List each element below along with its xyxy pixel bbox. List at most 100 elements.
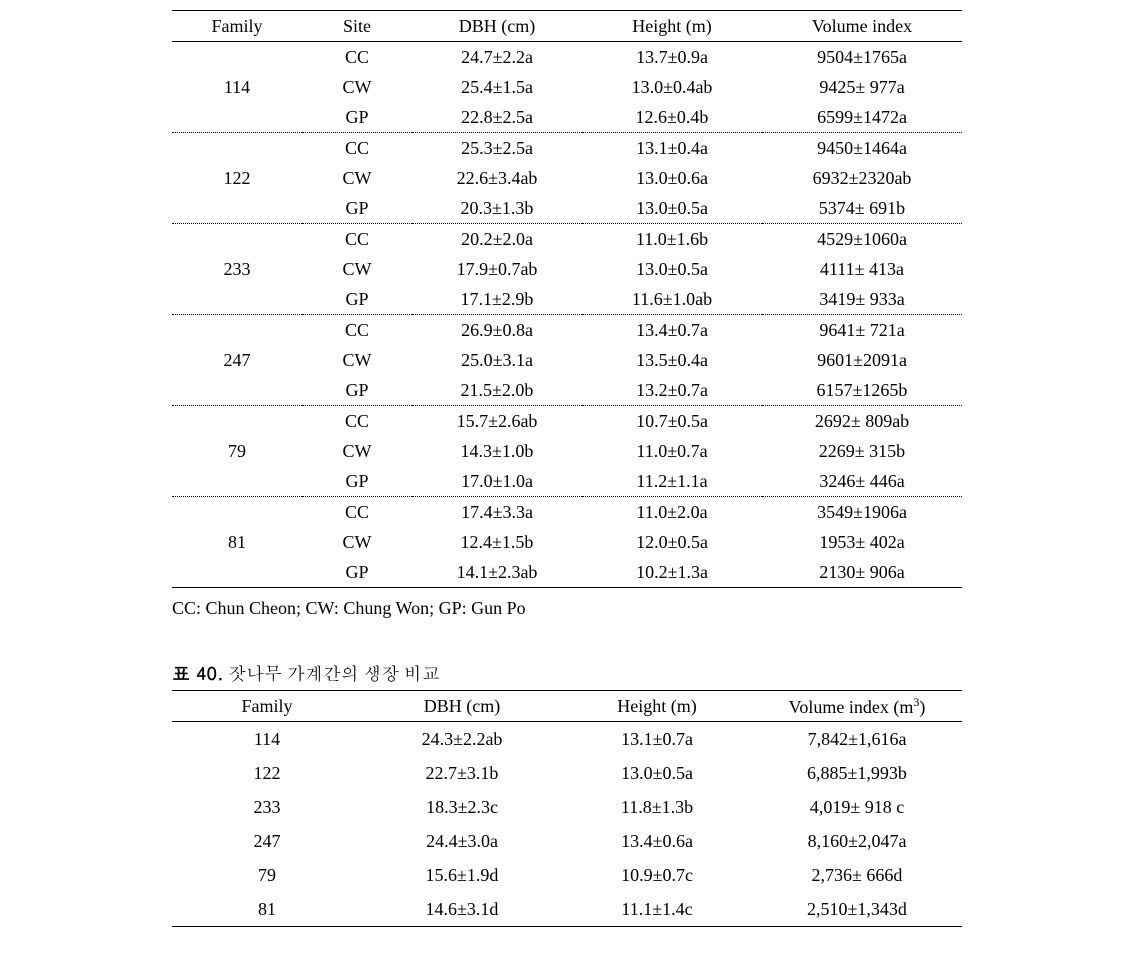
cell-volume: 6157±1265b xyxy=(762,375,962,406)
cell-dbh: 14.3±1.0b xyxy=(412,436,582,466)
cell-site: GP xyxy=(302,102,412,133)
cell-volume: 9641± 721a xyxy=(762,315,962,346)
cell-height: 12.6±0.4b xyxy=(582,102,762,133)
cell-height: 13.0±0.5a xyxy=(582,254,762,284)
cell-volume: 9504±1765a xyxy=(762,42,962,73)
cell-site: CC xyxy=(302,497,412,528)
cell-height: 13.0±0.4ab xyxy=(582,72,762,102)
cell-family xyxy=(172,375,302,406)
cell-height: 13.0±0.5a xyxy=(562,756,752,790)
cell-volume: 2,510±1,343d xyxy=(752,892,962,927)
cell-height: 11.0±1.6b xyxy=(582,224,762,255)
cell-family xyxy=(172,466,302,497)
cell-height: 10.7±0.5a xyxy=(582,406,762,437)
cell-dbh: 17.4±3.3a xyxy=(412,497,582,528)
cell-dbh: 24.3±2.2ab xyxy=(362,722,562,757)
cell-volume: 6,885±1,993b xyxy=(752,756,962,790)
cell-family: 247 xyxy=(172,345,302,375)
cell-dbh: 14.1±2.3ab xyxy=(412,557,582,588)
growth-by-site-table: Family Site DBH (cm) Height (m) Volume i… xyxy=(172,10,962,588)
cell-family: 122 xyxy=(172,756,362,790)
cell-site: CW xyxy=(302,254,412,284)
col-volume: Volume index (m3) xyxy=(752,691,962,722)
cell-dbh: 24.4±3.0a xyxy=(362,824,562,858)
cell-dbh: 26.9±0.8a xyxy=(412,315,582,346)
site-abbrev-footnote: CC: Chun Cheon; CW: Chung Won; GP: Gun P… xyxy=(172,598,962,619)
cell-height: 11.6±1.0ab xyxy=(582,284,762,315)
cell-family: 79 xyxy=(172,436,302,466)
cell-height: 10.9±0.7c xyxy=(562,858,752,892)
caption-label: 표 40. xyxy=(172,661,224,686)
cell-volume: 3419± 933a xyxy=(762,284,962,315)
cell-volume: 3246± 446a xyxy=(762,466,962,497)
cell-site: CC xyxy=(302,406,412,437)
cell-volume: 9425± 977a xyxy=(762,72,962,102)
cell-volume: 3549±1906a xyxy=(762,497,962,528)
cell-height: 11.1±1.4c xyxy=(562,892,752,927)
cell-dbh: 15.6±1.9d xyxy=(362,858,562,892)
cell-dbh: 17.9±0.7ab xyxy=(412,254,582,284)
cell-height: 13.7±0.9a xyxy=(582,42,762,73)
cell-height: 13.2±0.7a xyxy=(582,375,762,406)
cell-dbh: 22.8±2.5a xyxy=(412,102,582,133)
cell-volume: 2692± 809ab xyxy=(762,406,962,437)
cell-height: 13.0±0.6a xyxy=(582,163,762,193)
cell-dbh: 17.1±2.9b xyxy=(412,284,582,315)
cell-family: 79 xyxy=(172,858,362,892)
cell-site: CC xyxy=(302,42,412,73)
cell-site: CW xyxy=(302,72,412,102)
cell-site: GP xyxy=(302,466,412,497)
cell-family xyxy=(172,42,302,73)
cell-dbh: 22.6±3.4ab xyxy=(412,163,582,193)
col-height: Height (m) xyxy=(582,11,762,42)
cell-height: 13.4±0.7a xyxy=(582,315,762,346)
cell-height: 13.1±0.7a xyxy=(562,722,752,757)
cell-dbh: 21.5±2.0b xyxy=(412,375,582,406)
col-height: Height (m) xyxy=(562,691,752,722)
cell-volume: 9601±2091a xyxy=(762,345,962,375)
col-family: Family xyxy=(172,691,362,722)
col-family: Family xyxy=(172,11,302,42)
cell-family: 233 xyxy=(172,790,362,824)
col-volume: Volume index xyxy=(762,11,962,42)
cell-dbh: 25.4±1.5a xyxy=(412,72,582,102)
cell-height: 12.0±0.5a xyxy=(582,527,762,557)
cell-family: 114 xyxy=(172,722,362,757)
col-site: Site xyxy=(302,11,412,42)
cell-dbh: 17.0±1.0a xyxy=(412,466,582,497)
cell-height: 11.8±1.3b xyxy=(562,790,752,824)
cell-site: CC xyxy=(302,315,412,346)
cell-family xyxy=(172,406,302,437)
cell-dbh: 25.3±2.5a xyxy=(412,133,582,164)
cell-dbh: 24.7±2.2a xyxy=(412,42,582,73)
cell-volume: 2,736± 666d xyxy=(752,858,962,892)
cell-height: 10.2±1.3a xyxy=(582,557,762,588)
cell-family xyxy=(172,497,302,528)
cell-family: 81 xyxy=(172,527,302,557)
cell-site: GP xyxy=(302,557,412,588)
cell-volume: 5374± 691b xyxy=(762,193,962,224)
col-dbh: DBH (cm) xyxy=(412,11,582,42)
cell-family xyxy=(172,193,302,224)
table40-caption: 표 40. 잣나무 가계간의 생장 비교 xyxy=(172,661,962,686)
cell-family: 233 xyxy=(172,254,302,284)
cell-height: 11.2±1.1a xyxy=(582,466,762,497)
cell-dbh: 20.2±2.0a xyxy=(412,224,582,255)
cell-volume: 4,019± 918 c xyxy=(752,790,962,824)
cell-height: 11.0±0.7a xyxy=(582,436,762,466)
cell-volume: 6932±2320ab xyxy=(762,163,962,193)
cell-family: 122 xyxy=(172,163,302,193)
cell-dbh: 12.4±1.5b xyxy=(412,527,582,557)
cell-family: 247 xyxy=(172,824,362,858)
cell-site: CW xyxy=(302,345,412,375)
cell-volume: 4111± 413a xyxy=(762,254,962,284)
cell-site: CC xyxy=(302,224,412,255)
cell-family xyxy=(172,224,302,255)
cell-dbh: 20.3±1.3b xyxy=(412,193,582,224)
caption-text: 잣나무 가계간의 생장 비교 xyxy=(228,664,440,684)
cell-family: 81 xyxy=(172,892,362,927)
cell-height: 13.4±0.6a xyxy=(562,824,752,858)
cell-site: CW xyxy=(302,163,412,193)
growth-by-family-table: Family DBH (cm) Height (m) Volume index … xyxy=(172,690,962,927)
cell-dbh: 22.7±3.1b xyxy=(362,756,562,790)
